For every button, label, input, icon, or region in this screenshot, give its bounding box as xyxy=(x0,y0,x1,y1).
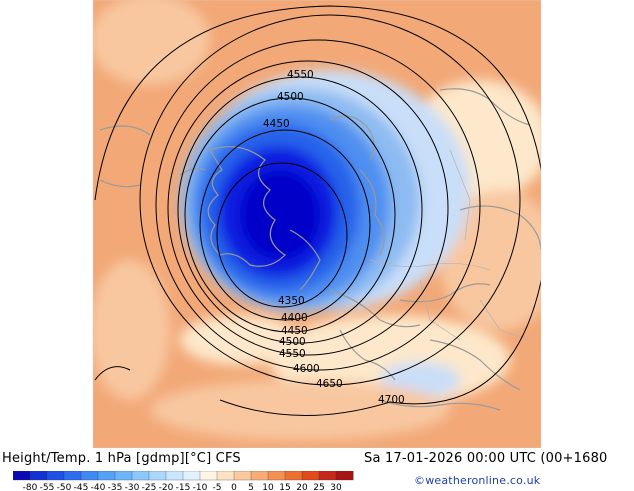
contour-label: 4450 xyxy=(281,325,308,337)
colorbar-tick-label: -35 xyxy=(108,483,123,491)
colorbar-tick-label: 25 xyxy=(313,483,324,491)
contour-label: 4600 xyxy=(293,363,320,375)
colorbar-tick-label: 30 xyxy=(330,483,342,491)
colorbar-tick-label: -15 xyxy=(176,483,191,491)
colorbar-tick-label: -25 xyxy=(142,483,157,491)
country-borders xyxy=(369,149,531,341)
colorbar-swatch xyxy=(301,471,320,481)
contour-4650 xyxy=(139,14,521,386)
contour-label: 4400 xyxy=(281,312,308,324)
colorbar-tick-label: 10 xyxy=(262,483,274,491)
colorbar-tick-label: -5 xyxy=(213,483,222,491)
contour-4350 xyxy=(216,162,348,308)
contour-edge xyxy=(94,366,131,381)
colorbar-swatch xyxy=(131,471,150,481)
valid-time: Sa 17-01-2026 00:00 UTC (00+1680 xyxy=(364,451,608,466)
credit-link[interactable]: ©weatheronline.co.uk xyxy=(414,474,541,487)
contour-label: 4550 xyxy=(287,69,314,81)
contour-4700 xyxy=(94,5,541,416)
colorbar-swatch xyxy=(216,471,235,481)
colorbar-swatches xyxy=(13,471,354,481)
contour-label: 4500 xyxy=(279,336,306,348)
colorbar-tick-label: -50 xyxy=(57,483,72,491)
map-frame xyxy=(92,0,542,448)
colorbar-labels: -80 -55 -50 -45 -40 -35 -30 -25 -20 -15 -10 -5 0 5 10 1… xyxy=(23,483,342,491)
colorbar-swatch xyxy=(284,471,303,481)
colorbar-tick-label: -30 xyxy=(125,483,140,491)
contour-labels: 4550 4500 4450 4350 4400 4450 4500 4550 … xyxy=(263,69,405,406)
colorbar-swatch xyxy=(80,471,99,481)
contour-label: 4500 xyxy=(277,91,304,103)
colorbar-swatch xyxy=(250,471,269,481)
colorbar-tick-label: -45 xyxy=(74,483,89,491)
colorbar-tick-label: -80 xyxy=(23,483,38,491)
contour-4400 xyxy=(199,129,371,321)
colorbar-swatch xyxy=(199,471,218,481)
height-contours xyxy=(94,5,541,416)
colorbar-swatch xyxy=(114,471,133,481)
contour-label: 4550 xyxy=(279,348,306,360)
colorbar-swatch xyxy=(335,471,354,481)
colorbar-swatch xyxy=(182,471,201,481)
colorbar-tick-label: -55 xyxy=(40,483,55,491)
contour-label: 4650 xyxy=(316,378,343,390)
height-temperature-map: 4550 4500 4450 4350 4400 4450 4500 4550 … xyxy=(92,0,542,448)
colorbar-swatch xyxy=(63,471,82,481)
weather-map: 4550 4500 4450 4350 4400 4450 4500 4550 … xyxy=(92,0,542,448)
contour-4600 xyxy=(155,39,481,371)
colorbar-tick-label: 5 xyxy=(248,483,254,491)
colorbar-tick-label: -10 xyxy=(193,483,208,491)
colorbar-swatch xyxy=(29,471,48,481)
contour-4450 xyxy=(184,97,396,333)
colorbar-tick-label: 20 xyxy=(296,483,308,491)
colorbar-swatch xyxy=(233,471,252,481)
contour-4500 xyxy=(177,76,423,344)
contour-label: 4700 xyxy=(378,394,405,406)
colorbar-swatch xyxy=(165,471,184,481)
colorbar-tick-label: -20 xyxy=(159,483,174,491)
colorbar-tick-label: -40 xyxy=(91,483,106,491)
colorbar-swatch xyxy=(46,471,65,481)
map-title: Height/Temp. 1 hPa [gdmp][°C] CFS xyxy=(2,451,241,466)
colorbar-swatch xyxy=(318,471,337,481)
contour-4550 xyxy=(167,60,449,356)
contour-label: 4350 xyxy=(278,295,305,307)
colorbar-swatch xyxy=(267,471,286,481)
colorbar-tick-label: 15 xyxy=(279,483,290,491)
contour-label: 4450 xyxy=(263,118,290,130)
colorbar-tick-label: 0 xyxy=(231,483,237,491)
colorbar-swatch xyxy=(148,471,167,481)
colorbar-swatch xyxy=(97,471,116,481)
colorbar-swatch xyxy=(13,471,31,481)
temperature-colorbar: -80 -55 -50 -45 -40 -35 -30 -25 -20 -15 -10 -5 0 5 10 1… xyxy=(13,471,354,491)
